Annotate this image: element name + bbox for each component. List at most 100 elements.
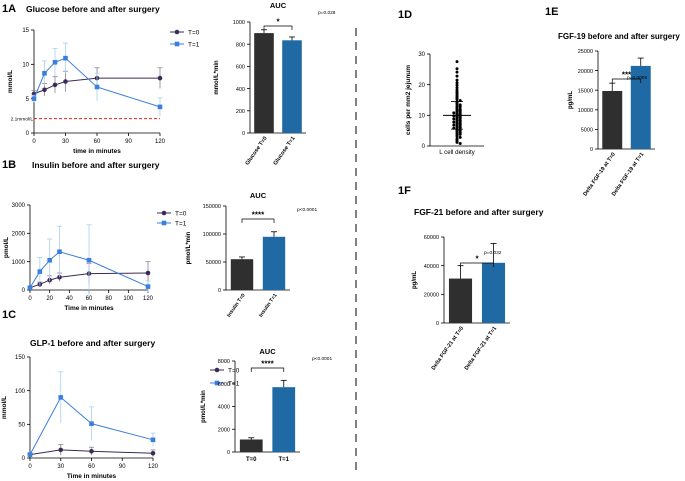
c-line-point-t1 [27,452,33,457]
a-line-x-tick-label: 0 [32,139,36,145]
b-bar-significance-bracket [241,218,275,223]
c-line-x-tick-label: 90 [119,464,126,470]
d-scatter-y-tick-label: 0 [422,144,426,150]
c-line-x-tick-label: 60 [88,464,95,470]
c-line-y-axis-label: mmol/L [1,396,8,419]
b-bar-y-tick-label: 100000 [203,232,221,238]
d-scatter-data-point [455,134,459,138]
c-line-legend-marker [214,367,220,373]
b-line-x-tick-label: 40 [66,296,73,302]
panel-tag-1d: 1D [398,9,412,21]
c-bar-significance-stars: **** [261,360,274,369]
f-bar-y-tick-label: 60000 [424,235,439,241]
a-bar-p-value: p=0.028 [318,10,336,16]
d-scatter-category-label: L cell density [439,149,475,156]
c-bar-category-label: T=0 [246,457,257,463]
d-scatter-y-tick-label: 20 [418,83,425,89]
c-line-point-t1 [58,395,64,400]
b-bar-y-tick-label: 50000 [206,260,221,266]
a-bar-group: 0 200 400 600 800 1000 mmol/L*min Glucose T=0 Gl… [214,1,336,167]
b-bar-group: 0 50000 100000 150000 pmol/L*min Insulin T=0 I… [186,191,317,318]
b-line-legend-marker [161,210,167,216]
b-bar-significance-stars: **** [252,211,265,220]
f-bar-significance-stars: * [475,255,479,264]
b-bar-y-tick-label: 0 [218,288,221,294]
c-bar-y-tick-label: 4000 [218,405,230,411]
a-bar-y-tick-label: 600 [236,65,245,71]
a-line-point-t1 [52,59,58,65]
d-scatter-y-tick-label: 30 [418,52,425,58]
b-line-series-line-t1 [29,251,149,288]
c-bar-bar-0 [239,439,263,452]
panel-tag-1a: 1A [2,3,16,15]
e-bar-y-tick-label: 5000 [581,128,593,134]
b-bar-bar-1 [262,236,286,290]
c-line-point-t1 [89,421,94,426]
panel-tag-1b: 1B [2,159,16,171]
a-line-legend-label: T=0 [188,29,200,36]
d-scatter-data-point [452,123,456,127]
panel-title-1e: FGF-19 before and after surgery [558,32,680,41]
c-line-group: 0 50 100 150 mmol/L 0 30 60 90 120 Time in minutes… [1,355,240,480]
panel-tag-1f: 1F [398,185,411,197]
e-bar-category-label: Delta FGF-19 at T=1 [611,152,645,198]
d-scatter-data-point [455,86,459,90]
f-bar-p-value: p=0.032 [484,250,502,256]
a-line-y-tick-label: 15 [22,28,29,34]
d-scatter-data-point [455,78,459,82]
c-bar-category-label: T=1 [278,457,289,463]
a-line-x-tick-label: 30 [62,139,69,145]
f-bar-y-tick-label: 40000 [424,264,439,270]
c-bar-significance-bracket [250,367,285,372]
a-bar-category-label: Glucose T=1 [273,136,297,167]
b-bar-category-label: Insulin T=0 [226,293,247,319]
b-line-x-tick-label: 0 [28,296,32,302]
c-line-point-t0 [58,447,64,453]
d-scatter-data-point [455,74,459,78]
b-line-legend-label: T=1 [175,220,187,227]
d-scatter-data-point [452,117,456,121]
c-line-y-tick-label: 100 [15,389,26,395]
e-bar-group: 0 5000 10000 15000 20000 25000 pg/mL Delta FGF-… [568,49,655,197]
a-line-point-t1 [63,55,68,61]
b-line-x-axis-label: Time in minutes [64,305,114,312]
b-line-point-t1 [145,284,151,289]
a-line-x-tick-label: 60 [94,139,101,145]
c-line-point-t1 [150,437,156,443]
b-bar-y-axis-label: pmol/L*min [186,231,192,264]
d-scatter-data-point [452,111,456,115]
c-bar-title: AUC [259,347,276,356]
b-line-point-t1 [27,285,33,291]
c-line-x-tick-label: 0 [28,464,32,470]
a-bar-title: AUC [270,1,287,10]
a-bar-category-label: Glucose T=0 [245,136,269,167]
b-line-y-tick-label: 3000 [12,203,26,209]
c-bar-y-tick-label: 6000 [218,382,230,388]
panel-title-1b: Insulin before and after surgery [32,160,160,170]
b-line-legend-marker [161,220,167,226]
c-bar-y-tick-label: 8000 [218,359,230,365]
d-scatter-data-point [455,83,459,87]
e-bar-y-axis-label: pg/mL [568,91,574,109]
c-line-legend-label: T=0 [228,367,240,374]
c-bar-p-value: p<0.0001 [312,356,332,362]
e-bar-bar-0 [602,90,623,149]
d-scatter-data-point [455,97,459,101]
a-line-point-t1 [157,104,163,110]
e-bar-bar-1 [630,65,651,149]
f-bar-significance-bracket [460,262,494,267]
c-line-y-tick-label: 50 [18,423,25,429]
e-bar-p-value: p=0.0006 [627,75,647,81]
d-scatter-data-point [455,67,459,71]
b-line-point-t0 [145,270,151,276]
b-line-y-tick-label: 1000 [12,260,26,266]
a-bar-y-tick-label: 200 [236,109,245,115]
a-line-y-axis-label: mmol/L [7,70,14,93]
panel-tag-1c: 1C [2,309,16,321]
a-line-point-t1 [42,70,47,76]
a-line-point-t1 [31,96,37,101]
c-line-x-axis-label: Time in minutes [67,473,117,480]
panel-title-1f: FGF-21 before and after surgery [414,207,544,217]
d-scatter-group: 0 10 20 30 cells per mm2 jejunum L cell densi… [405,52,484,156]
